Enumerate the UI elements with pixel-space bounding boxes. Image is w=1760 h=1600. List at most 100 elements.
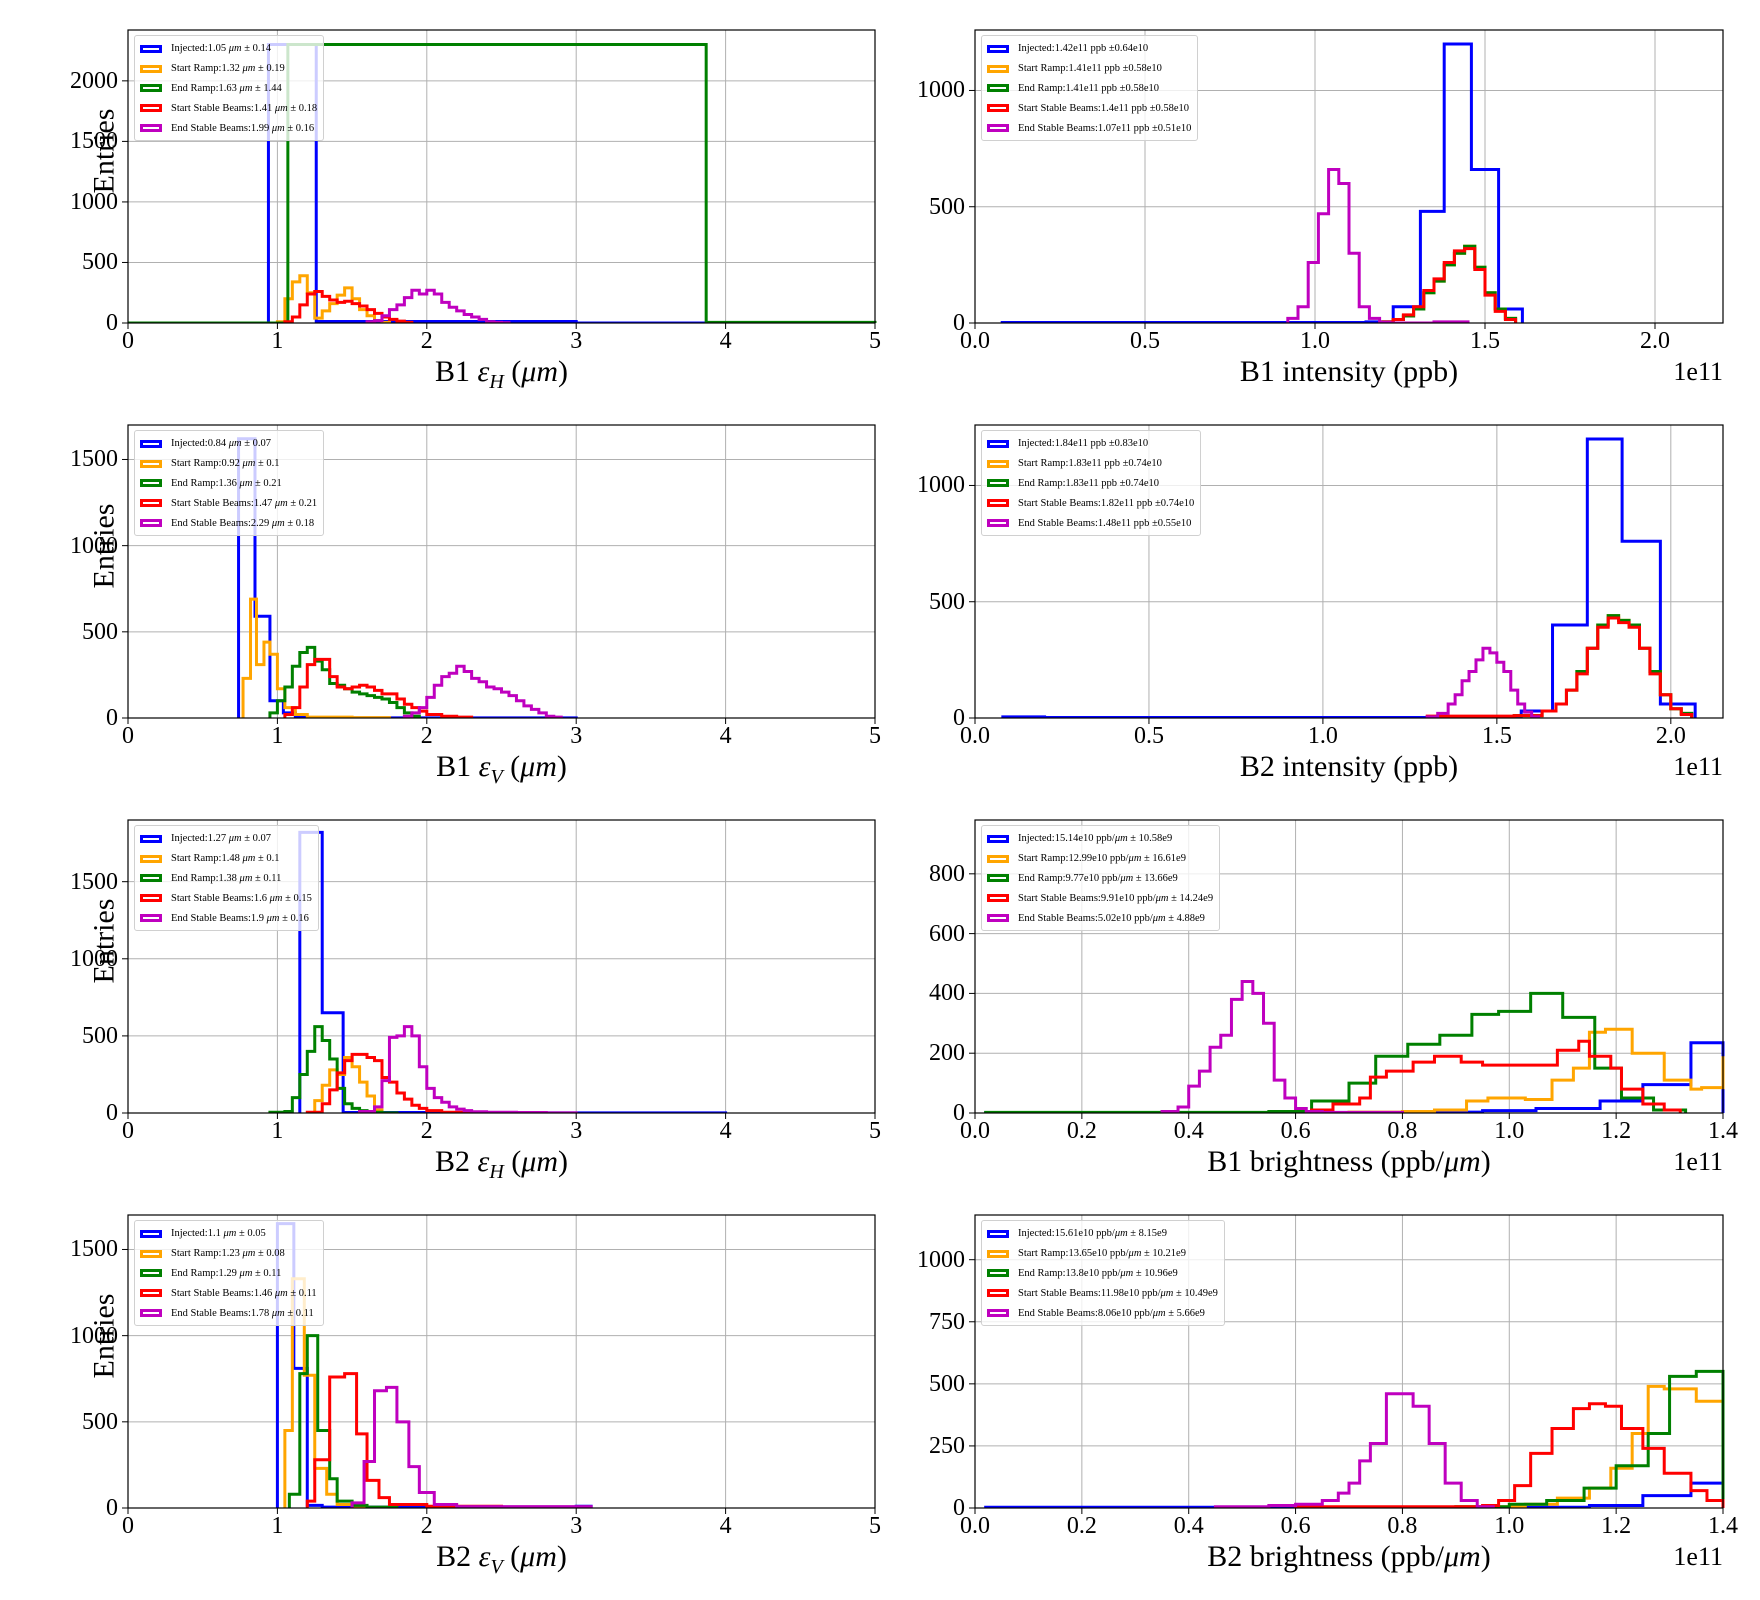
histogram-series-injected — [298, 830, 728, 1113]
y-tick-label: 500 — [82, 618, 118, 645]
x-tick-label: 4 — [719, 1513, 732, 1539]
legend-swatch — [987, 84, 1009, 93]
legend-label: End Stable Beams:1.48e11 ppb ±0.55e10 — [1018, 517, 1192, 529]
legend-swatch — [140, 914, 162, 923]
legend-label: End Ramp:1.36 μm ± 0.21 — [171, 477, 282, 489]
y-tick-label: 0 — [106, 705, 118, 731]
legend-label: Injected:1.27 μm ± 0.07 — [171, 833, 271, 845]
histogram-series-injected — [1000, 42, 1524, 323]
y-tick-label: 0 — [953, 705, 965, 731]
x-tick-label: 2 — [420, 1513, 433, 1539]
legend-item-end-stable-beams: End Stable Beams:1.99 μm ± 0.16 — [140, 118, 317, 138]
histogram-series-start-stable-beams — [305, 1372, 563, 1508]
legend-label: Start Stable Beams:1.41 μm ± 0.18 — [171, 102, 318, 114]
legend-swatch — [987, 479, 1009, 488]
legend-label: End Stable Beams:2.29 μm ± 0.18 — [171, 517, 315, 529]
legend-swatch — [140, 64, 162, 73]
legend-item-start-stable-beams: Start Stable Beams:1.82e11 ppb ±0.74e10 — [987, 493, 1194, 513]
legend-swatch — [987, 1269, 1009, 1278]
legend-label: Start Stable Beams:1.4e11 ppb ±0.58e10 — [1018, 102, 1190, 114]
x-tick-label: 2.0 — [1640, 328, 1670, 354]
panel-b1-ev: 0 1 2 3 4 5 0 500 1000 1500 B1 εV (μm) Entries Injec… — [70, 424, 881, 788]
x-tick-label: 3 — [570, 328, 583, 354]
legend-item-start-ramp: Start Ramp:1.83e11 ppb ±0.74e10 — [987, 454, 1194, 474]
legend-item-end-stable-beams: End Stable Beams:1.9 μm ± 0.16 — [140, 908, 312, 928]
x-tick-label: 1.0 — [1300, 328, 1330, 354]
plot-frame — [127, 424, 876, 719]
x-offset-text: 1e11 — [1673, 357, 1723, 386]
y-tick-label: 500 — [929, 193, 965, 220]
legend-item-injected: Injected:1.27 μm ± 0.07 — [140, 829, 312, 849]
legend-item-injected: Injected:1.1 μm ± 0.05 — [140, 1224, 317, 1244]
legend-item-injected: Injected:1.84e11 ppb ±0.83e10 — [987, 434, 1194, 454]
x-tick-label: 0.0 — [960, 723, 990, 749]
histogram-series-end-stable-beams — [1213, 1392, 1495, 1508]
histogram-series-start-stable-beams — [283, 657, 474, 718]
x-tick-label: 0.0 — [960, 1513, 990, 1539]
legend-label: End Stable Beams:8.06e10 ppb/μm ± 5.66e9 — [1018, 1307, 1205, 1319]
x-tick-label: 2 — [420, 723, 433, 749]
x-axis-label: B1 intensity (ppb) — [1239, 355, 1459, 388]
legend-item-end-stable-beams: End Stable Beams:1.07e11 ppb ±0.51e10 — [987, 118, 1191, 138]
legend: Injected:1.05 μm ± 0.14 Start Ramp:1.32 μ… — [134, 35, 325, 141]
plot-area — [122, 424, 876, 724]
legend-swatch — [987, 834, 1009, 843]
y-tick-label: 1000 — [917, 1246, 965, 1273]
legend-item-injected: Injected:1.05 μm ± 0.14 — [140, 39, 317, 59]
legend-item-start-ramp: Start Ramp:1.32 μm ± 0.19 — [140, 59, 317, 79]
legend-swatch — [140, 439, 162, 448]
y-tick-label: 1500 — [70, 1236, 118, 1263]
legend-label: Start Ramp:12.99e10 ppb/μm ± 16.61e9 — [1018, 853, 1186, 865]
y-tick-label: 200 — [929, 1040, 965, 1067]
plot-frame — [127, 1214, 876, 1509]
panel-b2-brightness: 0.0 0.2 0.4 0.6 0.8 1.0 1.2 1.4 0 250 500 750 1000 B2… — [917, 1214, 1738, 1573]
y-tick-label: 250 — [929, 1432, 965, 1459]
legend-label: End Ramp:13.8e10 ppb/μm ± 10.96e9 — [1018, 1267, 1178, 1279]
x-axis-label: B2 εH (μm) — [434, 1145, 569, 1183]
x-tick-label: 1.0 — [1494, 1118, 1525, 1144]
legend-label: End Ramp:9.77e10 ppb/μm ± 13.66e9 — [1018, 872, 1178, 884]
y-tick-label: 500 — [929, 1370, 965, 1397]
legend-label: Start Ramp:1.41e11 ppb ±0.58e10 — [1018, 63, 1162, 75]
x-tick-label: 3 — [570, 1118, 583, 1144]
histogram-series-end-stable-beams — [365, 288, 511, 323]
x-tick-label: 0.2 — [1066, 1513, 1097, 1539]
histogram-series-end-stable-beams — [358, 1025, 578, 1113]
legend-label: Start Ramp:1.48 μm ± 0.1 — [171, 853, 280, 865]
legend-item-injected: Injected:1.42e11 ppb ±0.64e10 — [987, 39, 1191, 59]
legend-swatch — [140, 104, 162, 113]
legend-item-start-ramp: Start Ramp:0.92 μm ± 0.1 — [140, 454, 317, 474]
y-tick-label: 0 — [106, 1100, 118, 1126]
legend-label: Start Stable Beams:1.47 μm ± 0.21 — [171, 497, 318, 509]
legend-swatch — [987, 1229, 1009, 1238]
histogram-series-start-stable-beams — [283, 290, 414, 323]
y-tick-label: 0 — [106, 310, 118, 336]
legend-label: Start Ramp:1.83e11 ppb ±0.74e10 — [1018, 458, 1162, 470]
x-tick-label: 1.5 — [1481, 723, 1512, 749]
legend-label: Start Ramp:1.23 μm ± 0.08 — [171, 1248, 285, 1260]
legend-item-end-ramp: End Ramp:1.36 μm ± 0.21 — [140, 474, 317, 494]
legend-item-end-stable-beams: End Stable Beams:2.29 μm ± 0.18 — [140, 513, 317, 533]
histogram-series-end-ramp — [1454, 1369, 1725, 1508]
x-tick-label: 0.8 — [1387, 1513, 1418, 1539]
legend-label: End Stable Beams:1.9 μm ± 0.16 — [171, 912, 309, 924]
y-axis-label: Entries — [86, 108, 120, 194]
y-tick-label: 1000 — [70, 188, 118, 215]
legend-label: End Ramp:1.41e11 ppb ±0.58e10 — [1018, 82, 1159, 94]
legend-label: Injected:1.05 μm ± 0.14 — [171, 43, 271, 55]
legend-item-start-stable-beams: Start Stable Beams:11.98e10 ppb/μm ± 10.… — [987, 1283, 1218, 1303]
legend-swatch — [987, 894, 1009, 903]
legend-item-start-ramp: Start Ramp:1.23 μm ± 0.08 — [140, 1244, 317, 1264]
panel-b2-eh: 0 1 2 3 4 5 0 500 1000 1500 B2 εH (μm) Entries Injec… — [70, 819, 881, 1183]
x-offset-text: 1e11 — [1673, 1542, 1723, 1571]
legend-item-start-stable-beams: Start Stable Beams:9.91e10 ppb/μm ± 14.2… — [987, 888, 1213, 908]
x-axis-label: B1 brightness (ppb/μm) — [1207, 1145, 1491, 1178]
x-tick-label: 5 — [869, 1513, 881, 1539]
histogram-series-end-stable-beams — [402, 664, 563, 718]
y-tick-label: 1500 — [70, 868, 118, 895]
legend-swatch — [987, 499, 1009, 508]
panel-b2-intensity: 0.0 0.5 1.0 1.5 2.0 0 500 1000 B2 intensity (ppb… — [917, 424, 1724, 783]
y-tick-label: 1500 — [70, 128, 118, 155]
legend-swatch — [140, 1249, 162, 1258]
legend: Injected:1.27 μm ± 0.07 Start Ramp:1.48 μ… — [134, 825, 319, 931]
